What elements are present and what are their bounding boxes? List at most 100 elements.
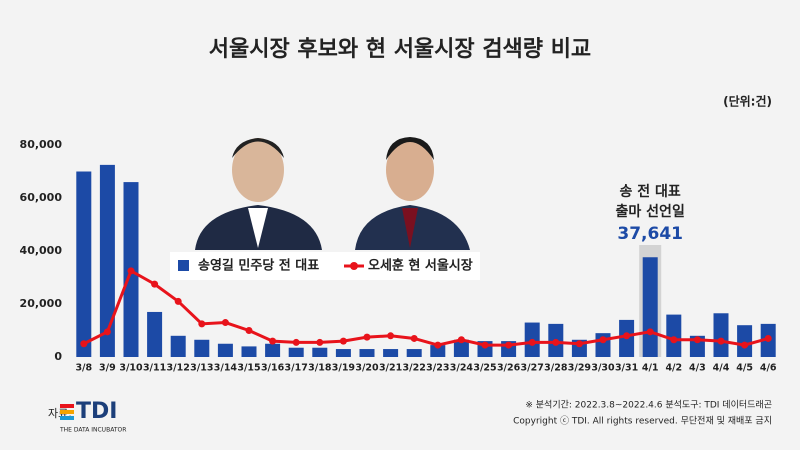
- point: [221, 319, 229, 327]
- logo-bar: [60, 404, 74, 408]
- bar: [312, 347, 328, 357]
- legend-label: 오세훈 현 서울시장: [368, 258, 473, 274]
- x-tick-label: 3/19: [332, 363, 355, 374]
- legend-box: [170, 252, 480, 280]
- point: [127, 267, 135, 275]
- bar: [737, 325, 753, 357]
- bar: [194, 339, 210, 357]
- point: [292, 338, 300, 346]
- logo-bar: [60, 416, 74, 420]
- x-tick-label: 3/22: [403, 363, 426, 374]
- point: [151, 280, 159, 288]
- x-tick-label: 3/25: [473, 363, 496, 374]
- bar: [453, 339, 469, 357]
- point: [339, 337, 347, 345]
- point: [363, 333, 371, 341]
- y-tick-label: 80,000: [20, 138, 63, 151]
- line: [83, 268, 769, 347]
- x-tick-label: 3/12: [167, 363, 190, 374]
- point: [410, 334, 418, 342]
- x-tick-label: 3/30: [591, 363, 615, 374]
- point: [741, 341, 749, 349]
- point: [481, 341, 489, 349]
- point: [717, 337, 725, 345]
- logo: TDI: [76, 399, 117, 424]
- bar: [99, 164, 115, 357]
- x-tick-label: 3/23: [426, 363, 449, 374]
- bar: [241, 346, 257, 357]
- bar: [76, 171, 92, 357]
- x-tick-label: 3/16: [261, 363, 285, 374]
- x-tick-label: 3/24: [450, 363, 474, 374]
- point: [552, 338, 560, 346]
- point: [693, 336, 701, 344]
- point: [269, 337, 277, 345]
- bar: [666, 314, 682, 357]
- point: [764, 334, 772, 342]
- x-tick-label: 4/5: [736, 363, 753, 374]
- point: [623, 332, 631, 340]
- x-tick-label: 3/17: [285, 363, 308, 374]
- bar: [713, 313, 729, 357]
- bar: [359, 349, 375, 357]
- point: [174, 297, 182, 305]
- x-tick-label: 4/2: [665, 363, 682, 374]
- x-tick-label: 3/26: [497, 363, 521, 374]
- x-tick-label: 3/20: [355, 363, 379, 374]
- bar: [430, 345, 446, 357]
- point: [434, 341, 442, 349]
- annotation: 송 전 대표: [620, 183, 681, 200]
- point: [575, 340, 583, 348]
- bar: [335, 349, 351, 357]
- x-tick-label: 3/31: [615, 363, 638, 374]
- portrait-oh: [355, 137, 470, 250]
- logo-subtitle: THE DATA INCUBATOR: [59, 427, 126, 434]
- point: [245, 327, 253, 334]
- x-tick-label: 4/3: [689, 363, 706, 374]
- footnote: ※ 분석기간: 2022.3.8~2022.4.6 분석도구: TDI 데이터드…: [525, 400, 772, 411]
- x-tick-label: 3/29: [568, 363, 591, 374]
- y-tick-label: 20,000: [20, 297, 63, 310]
- bar: [265, 343, 281, 357]
- x-tick-label: 4/4: [713, 363, 730, 374]
- x-tick-label: 3/10: [119, 363, 143, 374]
- point: [198, 320, 206, 328]
- bar: [217, 343, 233, 357]
- x-tick-label: 4/1: [642, 363, 659, 374]
- y-tick-label: 0: [54, 350, 62, 363]
- legend-label: 송영길 민주당 전 대표: [198, 258, 319, 274]
- y-tick-label: 60,000: [20, 191, 63, 204]
- point: [457, 336, 465, 344]
- bar: [406, 349, 422, 357]
- x-tick-label: 3/15: [237, 363, 260, 374]
- point: [103, 328, 111, 336]
- y-tick-label: 40,000: [20, 244, 63, 257]
- legend: 송영길 민주당 전 대표 오세훈 현 서울시장: [170, 252, 480, 280]
- point: [387, 332, 395, 340]
- annotation: 출마 선언일: [616, 203, 685, 220]
- bar: [147, 311, 163, 357]
- legend-swatch: [350, 262, 358, 270]
- unit-label: (단위:건): [723, 94, 772, 109]
- x-tick-label: 3/11: [143, 363, 166, 374]
- x-tick-label: 3/21: [379, 363, 402, 374]
- legend-swatch: [178, 260, 189, 271]
- x-tick-label: 3/18: [308, 363, 332, 374]
- value-label: 37,641: [617, 224, 683, 244]
- bar: [170, 335, 186, 357]
- x-tick-label: 3/9: [99, 363, 116, 374]
- point: [670, 336, 678, 344]
- x-tick-label: 4/6: [760, 363, 777, 374]
- x-tick-label: 3/14: [214, 363, 238, 374]
- chart-title: 서울시장 후보와 현 서울시장 검색량 비교: [209, 37, 591, 62]
- footnote: Copyright ⓒ TDI. All rights reserved. 무단…: [513, 415, 772, 427]
- bar: [383, 349, 399, 357]
- x-tick-label: 3/27: [521, 363, 544, 374]
- point: [646, 328, 654, 336]
- point: [316, 338, 324, 346]
- bar: [642, 257, 658, 357]
- x-tick-label: 3/8: [75, 363, 92, 374]
- logo-bar: [60, 410, 74, 414]
- x-tick-label: 3/28: [544, 363, 568, 374]
